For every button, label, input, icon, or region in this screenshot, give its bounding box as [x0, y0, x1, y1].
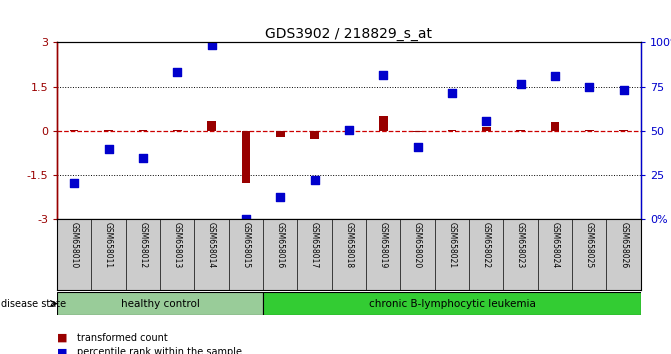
- Bar: [448, 130, 456, 131]
- Text: GSM658022: GSM658022: [482, 222, 491, 268]
- Text: ■: ■: [57, 333, 71, 343]
- Bar: [379, 116, 388, 131]
- Bar: [57, 292, 263, 315]
- Text: GSM658014: GSM658014: [207, 222, 216, 268]
- Bar: [585, 130, 594, 131]
- Text: GSM658019: GSM658019: [378, 222, 388, 268]
- Text: GSM658026: GSM658026: [619, 222, 628, 268]
- Text: percentile rank within the sample: percentile rank within the sample: [77, 347, 242, 354]
- Bar: [104, 130, 113, 131]
- Text: ■: ■: [57, 347, 71, 354]
- Bar: [310, 131, 319, 139]
- Text: GSM658012: GSM658012: [138, 222, 148, 268]
- Title: GDS3902 / 218829_s_at: GDS3902 / 218829_s_at: [266, 28, 432, 41]
- Bar: [619, 130, 628, 131]
- Point: [309, 177, 320, 183]
- Text: GSM658010: GSM658010: [70, 222, 79, 268]
- Bar: [139, 130, 147, 131]
- Bar: [482, 127, 491, 131]
- Text: transformed count: transformed count: [77, 333, 168, 343]
- Point: [240, 217, 251, 222]
- Text: GSM658011: GSM658011: [104, 222, 113, 268]
- Bar: [242, 131, 250, 183]
- Point: [481, 118, 492, 124]
- Bar: [263, 292, 641, 315]
- Text: GSM658024: GSM658024: [550, 222, 560, 268]
- Text: healthy control: healthy control: [121, 298, 199, 309]
- Point: [103, 146, 114, 152]
- Bar: [413, 131, 422, 132]
- Text: GSM658013: GSM658013: [172, 222, 182, 268]
- Text: GSM658023: GSM658023: [516, 222, 525, 268]
- Point: [447, 90, 458, 96]
- Point: [618, 87, 629, 92]
- Text: GSM658016: GSM658016: [276, 222, 285, 268]
- Bar: [173, 130, 182, 131]
- Point: [378, 72, 389, 78]
- Point: [550, 74, 560, 79]
- Text: chronic B-lymphocytic leukemia: chronic B-lymphocytic leukemia: [368, 298, 535, 309]
- Point: [138, 155, 148, 160]
- Text: GSM658021: GSM658021: [448, 222, 456, 268]
- Point: [206, 42, 217, 48]
- Bar: [276, 131, 285, 137]
- Text: GSM658018: GSM658018: [344, 222, 354, 268]
- Bar: [551, 122, 559, 131]
- Text: GSM658017: GSM658017: [310, 222, 319, 268]
- Bar: [70, 130, 79, 131]
- Bar: [516, 130, 525, 131]
- Point: [344, 127, 354, 133]
- Text: GSM658015: GSM658015: [242, 222, 250, 268]
- Point: [515, 81, 526, 87]
- Point: [412, 144, 423, 150]
- Point: [69, 180, 80, 185]
- Point: [584, 84, 595, 90]
- Point: [275, 195, 286, 200]
- Text: GSM658025: GSM658025: [585, 222, 594, 268]
- Point: [172, 69, 183, 75]
- Text: GSM658020: GSM658020: [413, 222, 422, 268]
- Text: disease state: disease state: [1, 298, 66, 309]
- Bar: [207, 121, 216, 131]
- Bar: [345, 130, 353, 131]
